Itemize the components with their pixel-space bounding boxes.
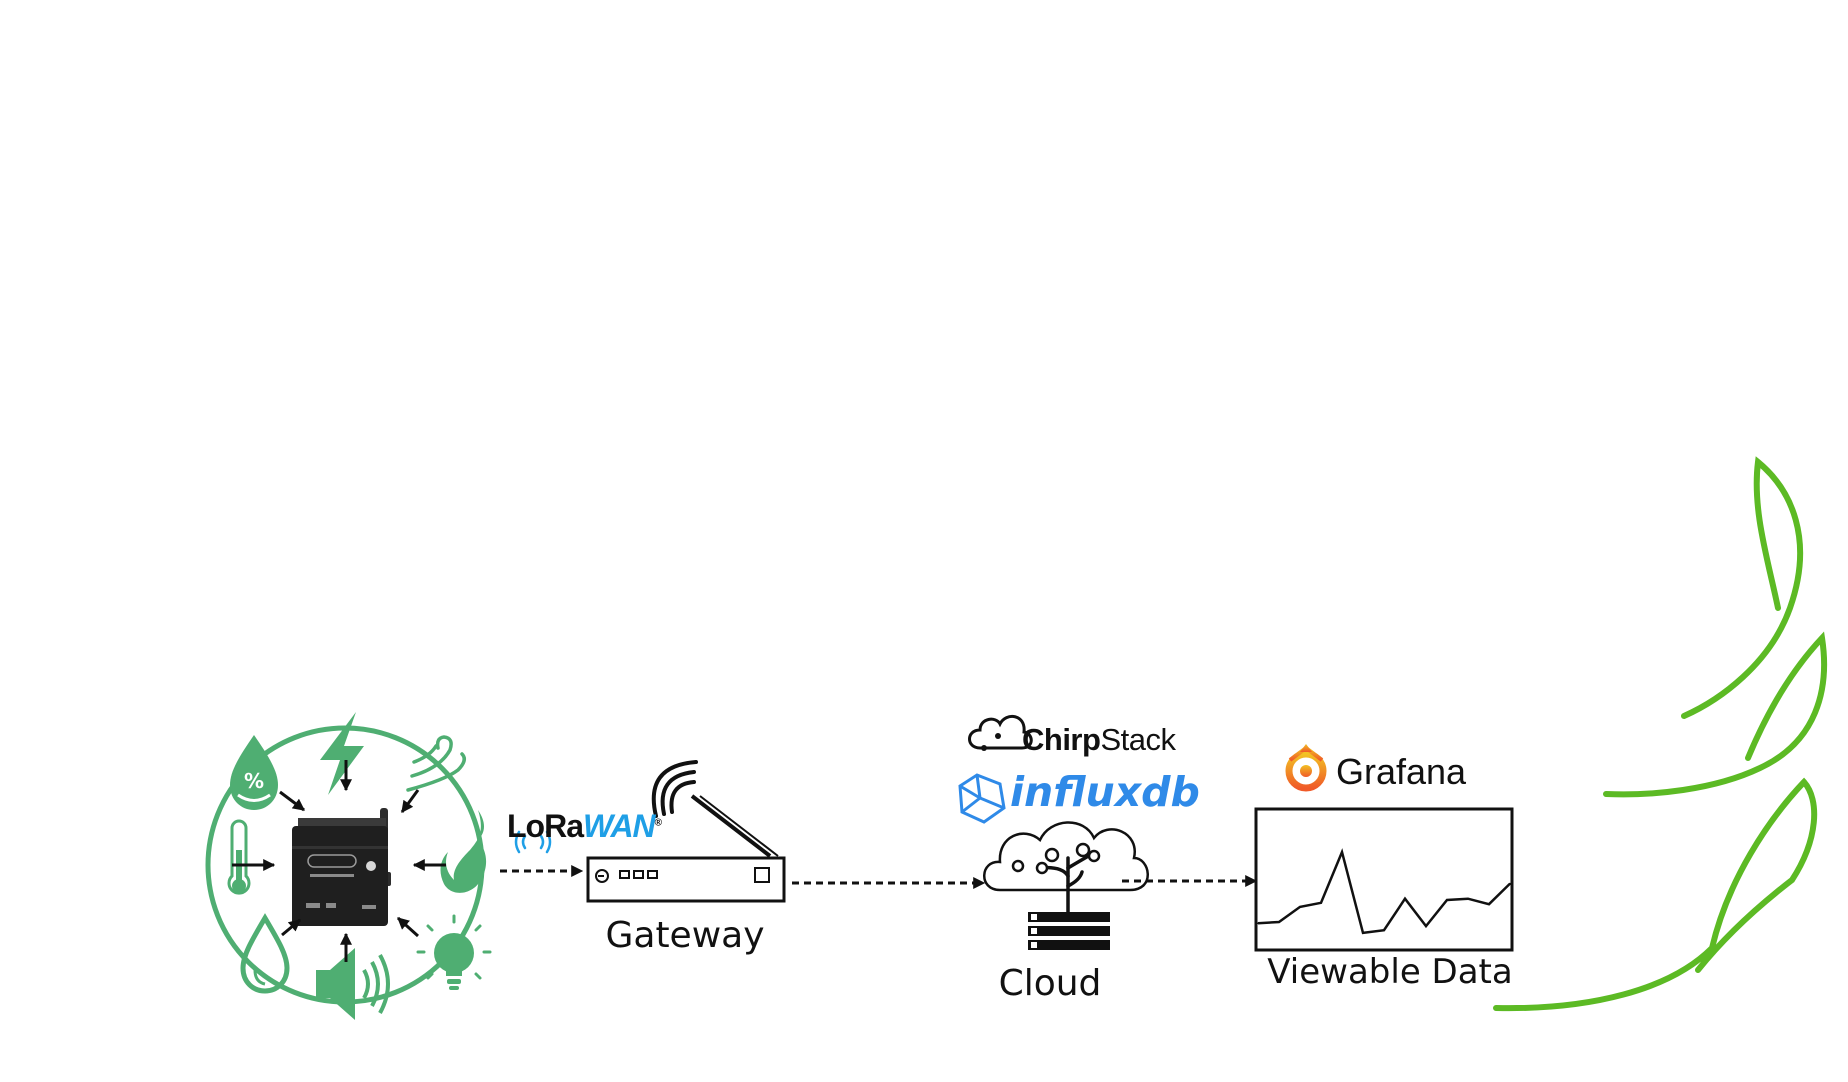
lorawan-waves-icon [514,830,552,854]
leaf-top [1681,456,1804,719]
chart-point-0 [1257,922,1259,925]
leaf-bottom [1493,777,1818,1012]
chart-point-9 [1446,899,1448,901]
lorawan-registered-mark: ® [654,817,662,829]
data-chart [1254,807,1514,952]
wind-icon [406,735,466,792]
flow-arrows [500,865,1258,889]
chirpstack-logo: ChirpStack [1022,722,1176,758]
signal-icon [651,760,698,818]
leaves-decoration [1493,456,1828,1012]
cloud-server-icon [983,821,1149,950]
chart-point-3 [1320,902,1322,904]
lightning-icon [320,712,364,795]
water-drop-icon [240,913,290,994]
lorawan-logo: LoRaWAN® [507,808,662,845]
light-bulb-icon [416,914,492,990]
gateway-device [586,760,786,903]
chirpstack-logo-icon [968,715,1033,751]
speaker-icon [316,948,390,1020]
chart-marks [1257,848,1511,935]
chart-point-2 [1299,906,1301,908]
device-icon [292,808,391,926]
humidity-icon: % [230,735,278,810]
grafana-logo-icon [1285,744,1327,792]
lorawan-logo-part2: WAN [583,808,656,844]
thermometer-icon [227,819,251,895]
sensor-arrows [232,760,446,962]
gateway-label: Gateway [605,915,765,956]
chart-point-7 [1404,897,1406,900]
chart-frame [1254,807,1514,952]
chirpstack-logo-part2: Stack [1100,722,1176,757]
chart-point-5 [1362,932,1364,934]
chart-point-10 [1467,897,1469,900]
chirpstack-logo-part1: Chirp [1022,722,1101,757]
grafana-logo: Grafana [1336,751,1467,792]
lorawan-logo-part1: LoRa [507,808,584,844]
chart-point-8 [1425,925,1427,927]
chart-point-11 [1488,903,1490,905]
cloud-label: Cloud [998,963,1102,1004]
chart-point-12 [1509,882,1511,885]
flame-icon [440,810,487,893]
viewable-data-label: Viewable Data [1267,952,1513,992]
influxdb-logo: influxdb [1010,768,1200,816]
chart-point-4 [1341,851,1343,853]
svg-text:%: % [244,769,264,793]
influxdb-logo-icon [958,773,1006,824]
leaf-middle [1603,631,1828,798]
chart-point-1 [1278,921,1280,923]
chart-point-6 [1383,929,1385,931]
